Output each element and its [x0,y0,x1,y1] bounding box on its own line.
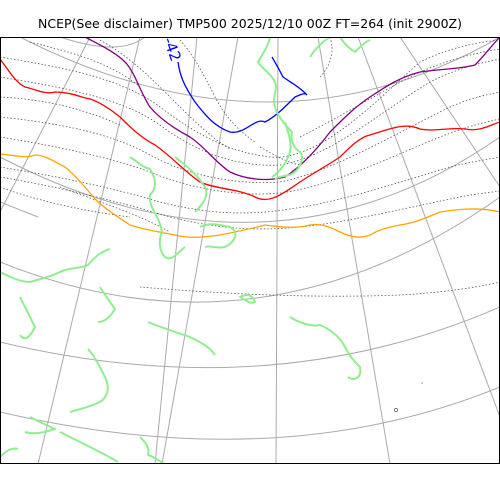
coastlines [0,37,371,464]
parallel-lines [0,37,500,440]
meridian-lines [0,37,500,464]
isotherm-orange [0,153,500,238]
isotherm-purple [84,37,500,181]
island-marker [394,408,398,412]
map-title: NCEP(See disclaimer) TMP500 2025/12/10 0… [38,16,462,31]
island-marker-small [421,382,423,384]
isotherm-blue [177,56,308,133]
map-canvas: -42 [0,37,500,464]
isotherm-red [0,58,500,201]
dotted-contours [0,37,500,297]
